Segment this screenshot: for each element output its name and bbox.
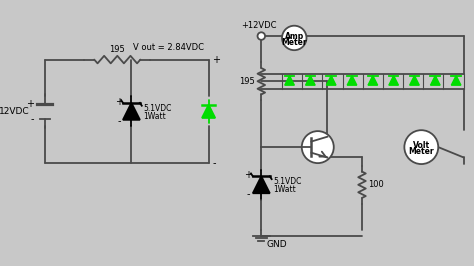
Circle shape (302, 131, 334, 163)
Text: +: + (115, 97, 123, 107)
Circle shape (404, 130, 438, 164)
Text: -: - (118, 116, 121, 126)
Polygon shape (327, 76, 336, 85)
Text: Meter: Meter (282, 38, 307, 47)
Text: V out = 2.84VDC: V out = 2.84VDC (133, 43, 204, 52)
Polygon shape (389, 76, 399, 85)
Text: 1Watt: 1Watt (144, 111, 166, 120)
Text: 5.1VDC: 5.1VDC (273, 177, 302, 186)
Text: -: - (246, 189, 250, 199)
Polygon shape (202, 105, 215, 118)
Text: 100: 100 (369, 180, 384, 189)
Polygon shape (410, 76, 419, 85)
Polygon shape (368, 76, 378, 85)
Polygon shape (285, 76, 294, 85)
Text: +: + (212, 55, 220, 65)
Circle shape (257, 32, 265, 40)
Text: +12VDC: +12VDC (241, 22, 276, 30)
Polygon shape (430, 76, 440, 85)
Text: +: + (27, 99, 35, 109)
Text: 195: 195 (109, 45, 125, 54)
Polygon shape (253, 176, 270, 193)
Text: Meter: Meter (409, 147, 434, 156)
Polygon shape (347, 76, 357, 85)
Text: GND: GND (266, 240, 287, 250)
Text: 1Watt: 1Watt (273, 185, 296, 194)
Text: 12VDC: 12VDC (0, 107, 30, 116)
Polygon shape (123, 103, 140, 120)
Text: -: - (31, 114, 35, 124)
Polygon shape (451, 76, 461, 85)
Text: -: - (212, 158, 216, 168)
Text: +: + (244, 170, 252, 180)
Text: 195: 195 (239, 77, 255, 86)
Text: 5.1VDC: 5.1VDC (144, 104, 172, 113)
Polygon shape (306, 76, 315, 85)
Text: Volt: Volt (413, 141, 430, 150)
Circle shape (282, 26, 307, 50)
Text: Amp: Amp (284, 32, 304, 40)
